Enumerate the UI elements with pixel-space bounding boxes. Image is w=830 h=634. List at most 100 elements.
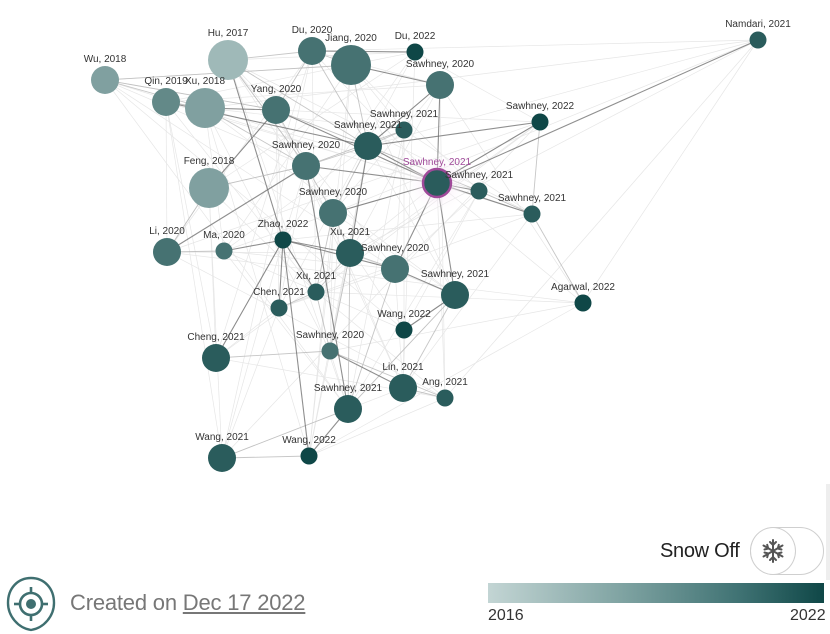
snow-switch-knob[interactable] (749, 527, 796, 575)
graph-node-label: Sawhney, 2021 (370, 109, 439, 120)
graph-node[interactable] (274, 231, 292, 249)
legend-max-label: 2022 (790, 607, 826, 624)
graph-node-label: Sawhney, 2021 (445, 170, 514, 181)
graph-node-label: Du, 2022 (395, 31, 436, 42)
graph-node[interactable] (321, 342, 339, 360)
background-edge (282, 213, 533, 241)
graph-node[interactable] (354, 132, 382, 160)
background-edge (278, 165, 307, 309)
graph-node[interactable] (208, 444, 236, 472)
target-logo-icon[interactable] (6, 576, 56, 632)
graph-node[interactable] (215, 242, 233, 260)
background-edge (165, 101, 317, 293)
background-edge (414, 51, 541, 123)
citation-edge (315, 291, 331, 352)
graph-node[interactable] (262, 96, 290, 124)
citation-edge (402, 294, 456, 389)
graph-node[interactable] (470, 182, 488, 200)
graph-node-label: Lin, 2021 (382, 362, 424, 373)
background-edge (311, 39, 759, 52)
graph-node[interactable] (523, 205, 541, 223)
graph-node[interactable] (395, 121, 413, 139)
graph-node-label: Sawhney, 2022 (506, 101, 575, 112)
background-edge (223, 250, 396, 270)
created-date-link[interactable]: Dec 17 2022 (182, 590, 306, 615)
background-edge (308, 212, 334, 457)
citation-edge (305, 165, 349, 410)
citation-edge (478, 190, 533, 215)
graph-node[interactable] (426, 71, 454, 99)
graph-node[interactable] (395, 321, 413, 339)
citation-edge (221, 455, 310, 459)
background-edge (165, 101, 223, 459)
graph-node[interactable] (334, 395, 362, 423)
graph-node[interactable] (531, 113, 549, 131)
background-edge (329, 302, 584, 352)
graph-node-label: Sawhney, 2020 (296, 330, 365, 341)
background-edge (349, 84, 441, 254)
background-edge (221, 121, 541, 459)
graph-node[interactable] (441, 281, 469, 309)
background-edge (439, 84, 584, 304)
background-edge (223, 250, 349, 410)
graph-node[interactable] (91, 66, 119, 94)
graph-node[interactable] (298, 37, 326, 65)
graph-node[interactable] (300, 447, 318, 465)
background-edge (165, 101, 217, 359)
edge-stripe (826, 484, 830, 580)
graph-node[interactable] (270, 299, 288, 317)
graph-node[interactable] (152, 88, 180, 116)
citation-edge (347, 294, 456, 410)
graph-node[interactable] (319, 199, 347, 227)
citation-edge (215, 350, 331, 359)
graph-node-label: Sawhney, 2021 (421, 269, 490, 280)
graph-node[interactable] (185, 88, 225, 128)
citation-edge (367, 84, 441, 147)
graph-node-label: Sawhney, 2021 (314, 383, 383, 394)
graph-node[interactable] (202, 344, 230, 372)
background-edge (165, 101, 168, 253)
background-edge (227, 59, 405, 331)
background-edge (394, 190, 480, 270)
background-edge (367, 39, 759, 147)
graph-node[interactable] (381, 255, 409, 283)
background-edge (282, 51, 416, 241)
graph-node[interactable] (331, 45, 371, 85)
citation-edge (282, 239, 317, 293)
graph-node[interactable] (389, 374, 417, 402)
background-edge (444, 39, 759, 399)
legend-min-label: 2016 (488, 607, 524, 624)
snow-switch[interactable] (749, 527, 824, 575)
graph-node-label: Wu, 2018 (84, 54, 127, 65)
graph-node[interactable] (292, 152, 320, 180)
citation-edge (278, 239, 284, 309)
graph-node[interactable] (208, 40, 248, 80)
citation-edge (531, 213, 584, 304)
graph-node[interactable] (749, 31, 767, 49)
snow-toggle[interactable]: Snow Off (660, 526, 824, 576)
graph-node[interactable] (574, 294, 592, 312)
snowflake-icon (762, 539, 783, 563)
graph-node[interactable] (436, 389, 454, 407)
citation-edge (227, 59, 284, 241)
created-on-text: Created on Dec 17 2022 (70, 590, 306, 616)
background-edge (166, 251, 584, 304)
background-edge (204, 107, 331, 352)
graph-node-label: Sawhney, 2020 (272, 140, 341, 151)
graph-node-selected[interactable] (421, 167, 453, 199)
graph-node-label: Xu, 2018 (185, 76, 225, 87)
graph-node[interactable] (153, 238, 181, 266)
graph-node[interactable] (307, 283, 325, 301)
citation-edge (349, 145, 369, 254)
citation-edge (329, 252, 351, 352)
citation-edge (282, 239, 310, 457)
graph-node[interactable] (189, 168, 229, 208)
citation-edge (347, 268, 396, 410)
graph-node[interactable] (406, 43, 424, 61)
graph-node[interactable] (336, 239, 364, 267)
background-edge (166, 251, 446, 399)
citation-edge (215, 239, 284, 359)
